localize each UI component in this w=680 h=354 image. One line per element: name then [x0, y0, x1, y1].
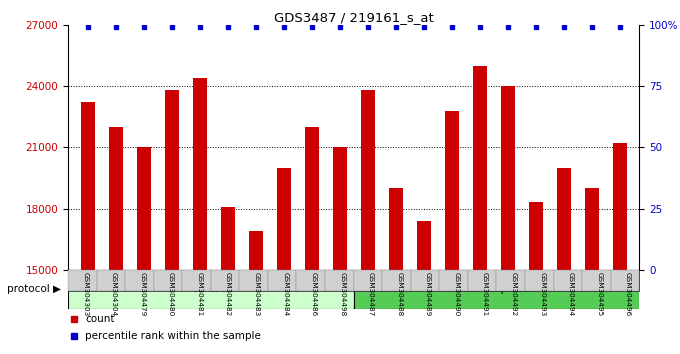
Text: GSM304493: GSM304493: [539, 272, 545, 316]
Text: GSM304495: GSM304495: [596, 272, 602, 316]
Bar: [360, 90, 375, 354]
Bar: [277, 168, 290, 354]
Bar: [109, 127, 122, 354]
Text: GSM304481: GSM304481: [197, 272, 203, 316]
Text: GSM304487: GSM304487: [368, 272, 374, 316]
Bar: [354, 270, 382, 291]
Text: GSM304496: GSM304496: [625, 272, 631, 316]
Bar: [68, 270, 97, 291]
Bar: [137, 147, 150, 354]
Bar: [125, 270, 154, 291]
Bar: [296, 270, 325, 291]
Bar: [220, 206, 235, 354]
Text: GSM304491: GSM304491: [482, 272, 488, 316]
Text: GSM304304: GSM304304: [111, 272, 117, 316]
Text: count: count: [85, 314, 115, 324]
Bar: [325, 270, 354, 291]
Text: GSM304489: GSM304489: [425, 272, 431, 316]
Bar: [473, 65, 487, 354]
Bar: [528, 202, 543, 354]
Bar: [557, 168, 571, 354]
Title: GDS3487 / 219161_s_at: GDS3487 / 219161_s_at: [274, 11, 433, 24]
Text: GSM304494: GSM304494: [568, 272, 574, 316]
Text: GSM304479: GSM304479: [139, 272, 146, 316]
Bar: [68, 270, 354, 309]
Bar: [268, 270, 296, 291]
Bar: [496, 270, 525, 291]
Bar: [154, 270, 182, 291]
Bar: [468, 270, 496, 291]
Text: GSM304484: GSM304484: [282, 272, 288, 316]
Bar: [382, 270, 411, 291]
Bar: [611, 270, 639, 291]
Bar: [525, 270, 554, 291]
Text: percentile rank within the sample: percentile rank within the sample: [85, 331, 261, 341]
Text: GSM304488: GSM304488: [396, 272, 403, 316]
Text: protocol ▶: protocol ▶: [7, 285, 61, 295]
Bar: [354, 270, 639, 309]
Bar: [500, 86, 515, 354]
Bar: [388, 188, 403, 354]
Text: GSM304480: GSM304480: [168, 272, 174, 316]
Bar: [333, 147, 347, 354]
Bar: [249, 231, 262, 354]
Text: GSM304482: GSM304482: [225, 272, 231, 316]
Text: GSM304483: GSM304483: [254, 272, 260, 316]
Bar: [613, 143, 626, 354]
Text: GSM304303: GSM304303: [82, 272, 88, 316]
Bar: [305, 127, 319, 354]
Bar: [554, 270, 582, 291]
Bar: [211, 270, 239, 291]
Bar: [411, 270, 439, 291]
Bar: [439, 270, 468, 291]
Bar: [81, 102, 95, 354]
Bar: [97, 270, 125, 291]
Text: GSM304490: GSM304490: [454, 272, 460, 316]
Bar: [585, 188, 598, 354]
Bar: [417, 221, 430, 354]
Text: GSM304492: GSM304492: [511, 272, 517, 316]
Text: CREB depletion: CREB depletion: [454, 285, 539, 295]
Text: GSM304498: GSM304498: [339, 272, 345, 316]
Bar: [445, 110, 458, 354]
Bar: [192, 78, 207, 354]
Bar: [182, 270, 211, 291]
Bar: [68, 270, 639, 291]
Bar: [165, 90, 179, 354]
Text: control: control: [192, 285, 230, 295]
Text: GSM304486: GSM304486: [311, 272, 317, 316]
Bar: [582, 270, 611, 291]
Bar: [239, 270, 268, 291]
